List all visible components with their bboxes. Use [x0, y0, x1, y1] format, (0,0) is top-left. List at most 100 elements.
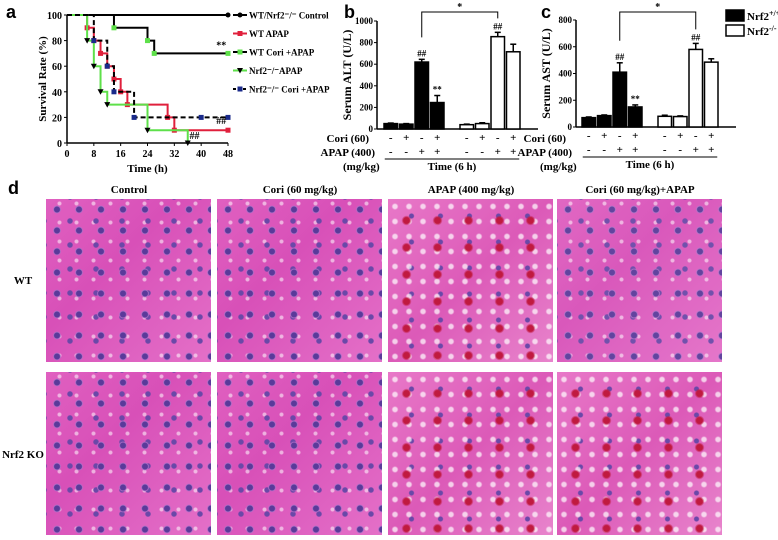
significance-label: **: [433, 85, 443, 95]
y-tick-label: 0: [57, 139, 62, 150]
survival-line-3: [67, 14, 189, 143]
data-point: [111, 25, 117, 31]
comparison-star: *: [457, 2, 462, 13]
panel-label-c: c: [541, 2, 552, 22]
legend-marker: [237, 86, 243, 92]
legend-swatch: [725, 9, 745, 22]
cori-sign: +: [434, 132, 440, 144]
column-title-cori: Cori (60 mg/kg): [262, 184, 338, 196]
bar-Nrf2+/+: [581, 116, 597, 128]
panel-label-a: a: [6, 2, 17, 22]
data-point: [111, 76, 117, 82]
apap-sign: +: [617, 144, 623, 156]
panel-label-b: b: [344, 2, 355, 22]
cori-sign: +: [601, 130, 607, 142]
apap-sign: -: [663, 144, 667, 156]
cori-sign: -: [465, 132, 469, 144]
bar-Nrf2-/-: [490, 35, 506, 130]
legend-marker: [237, 31, 243, 36]
y-tick-label: 100: [47, 11, 62, 22]
unit-label: (mg/kg): [540, 161, 577, 173]
cori-sign: +: [403, 132, 409, 144]
cori-sign: -: [694, 130, 698, 142]
annotation: ##: [216, 116, 226, 127]
panel-label-d: d: [8, 178, 19, 198]
cori-sign: -: [389, 132, 393, 144]
histology-image-ko-apap: [388, 372, 553, 535]
y-tick-label: 20: [52, 113, 62, 124]
comparison-bracket: [421, 11, 499, 38]
data-point: [84, 38, 91, 44]
histology-image-wt-apap: [388, 199, 553, 362]
bar-Nrf2+/+: [398, 123, 414, 130]
data-point: [98, 50, 104, 56]
significance-label: ##: [493, 21, 503, 31]
apap-sign: -: [465, 146, 469, 158]
x-tick-label: 0: [65, 149, 70, 160]
x-tick-label: 24: [143, 149, 153, 160]
bar-Nrf2-/-: [703, 61, 719, 128]
bar-Nrf2+/+: [429, 101, 445, 130]
column-title-cori-apap: Cori (60 mg/kg)+APAP: [585, 184, 695, 196]
legend-label: Nrf2-/-: [747, 24, 777, 38]
apap-sign: -: [389, 146, 393, 158]
cori-sign: +: [479, 132, 485, 144]
data-point: [104, 63, 110, 69]
apap-sign: -: [678, 144, 682, 156]
bar-Nrf2+/+: [383, 122, 399, 130]
x-tick-label: 48: [223, 149, 233, 160]
apap-sign: -: [404, 146, 408, 158]
significance-label: ##: [417, 48, 427, 58]
y-tick-label: 0: [369, 124, 374, 134]
data-point: [225, 114, 231, 120]
data-point: [225, 127, 231, 133]
apap-label: APAP (400): [518, 147, 573, 159]
x-tick-label: 32: [169, 149, 179, 160]
significance-label: ##: [615, 52, 625, 62]
y-tick-label: 400: [360, 81, 374, 91]
cori-sign: +: [708, 130, 714, 142]
legend-label: WT APAP: [249, 29, 289, 39]
cori-sign: -: [496, 132, 500, 144]
column-title-control: Control: [110, 184, 148, 196]
y-tick-label: 600: [559, 42, 573, 52]
bar-Nrf2-/-: [474, 122, 490, 130]
y-tick-label: 40: [52, 88, 62, 99]
bar-Nrf2+/+: [414, 61, 430, 130]
cori-label: Cori (60): [524, 133, 567, 145]
time-label: Time (6 h): [626, 159, 675, 171]
x-tick-label: 16: [116, 149, 126, 160]
comparison-star: *: [655, 2, 660, 13]
data-point: [184, 140, 191, 146]
apap-sign: +: [693, 144, 699, 156]
data-point: [145, 38, 150, 44]
data-point: [198, 114, 204, 120]
cori-sign: +: [632, 130, 638, 142]
apap-label: APAP (400): [321, 147, 376, 159]
y-axis-label: Serum AST (U/L): [539, 28, 553, 118]
y-tick-label: 200: [559, 95, 573, 105]
data-point: [104, 102, 111, 108]
time-label: Time (6 h): [428, 161, 477, 173]
data-point: [91, 38, 97, 44]
histology-image-ko-cori-apap: [557, 372, 722, 535]
y-tick-label: 80: [52, 37, 62, 48]
data-point: [144, 127, 151, 134]
legend-swatch: [725, 24, 745, 37]
histology-image-ko-control: [46, 372, 211, 535]
significance-label: ##: [691, 32, 701, 42]
apap-sign: +: [632, 144, 638, 156]
y-tick-label: 600: [360, 59, 374, 69]
data-point: [151, 50, 157, 56]
histology-image-wt-cori-apap: [557, 199, 722, 362]
data-point: [225, 50, 231, 56]
comparison-bracket: [619, 11, 697, 41]
bar-Nrf2-/-: [688, 48, 704, 128]
cori-sign: +: [510, 132, 516, 144]
apap-sign: +: [495, 146, 501, 158]
cori-sign: -: [663, 130, 667, 142]
annotation: ##: [189, 131, 199, 142]
y-tick-label: 60: [52, 62, 62, 73]
apap-sign: -: [602, 144, 606, 156]
